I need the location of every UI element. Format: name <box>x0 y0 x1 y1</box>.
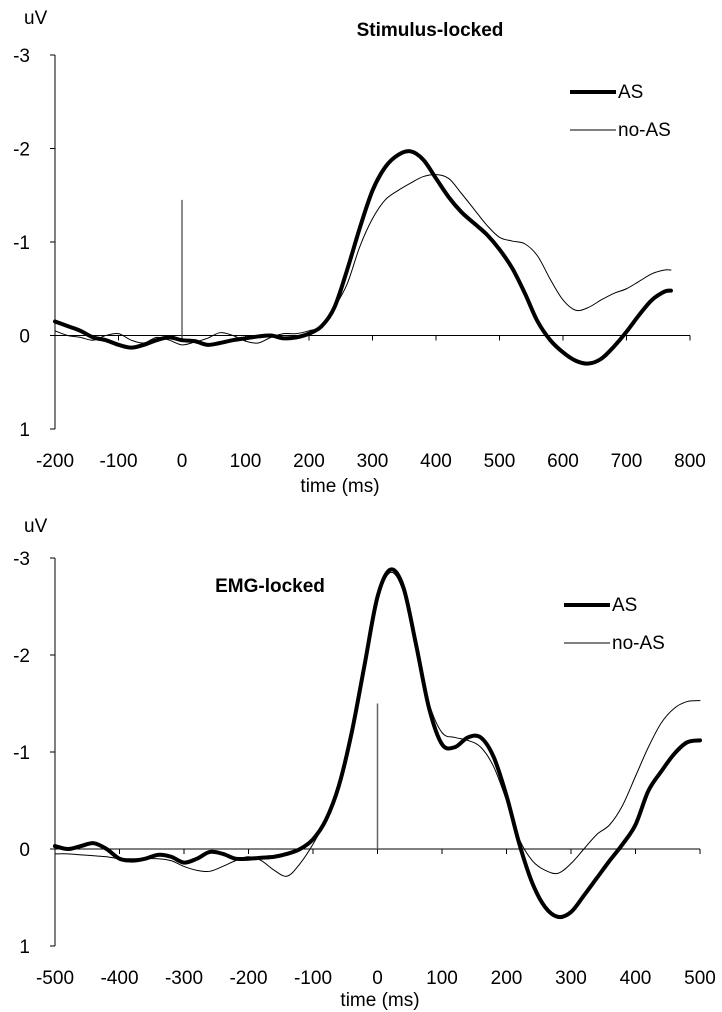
x-tick-label: 0 <box>177 451 188 472</box>
emg-locked-panel: uV EMG-locked AS no-AS time (ms) -3-2-10… <box>13 516 716 1011</box>
y-tick-label: -3 <box>13 46 30 67</box>
x-tick-label: 100 <box>230 451 262 472</box>
legend-label-as: AS <box>618 82 643 103</box>
x-tick-label: -500 <box>36 968 74 989</box>
y-tick-label: -1 <box>13 233 30 254</box>
series-line-no-as <box>54 571 701 877</box>
y-unit-label: uV <box>24 516 48 537</box>
x-tick-label: -300 <box>165 968 203 989</box>
series-line-as <box>53 149 673 366</box>
y-tick-label: -3 <box>13 549 30 570</box>
x-axis-title: time (ms) <box>300 476 379 497</box>
chart-title: EMG-locked <box>215 576 325 597</box>
stimulus-locked-panel: uV Stimulus-locked AS no-AS time (ms) -3… <box>13 8 706 497</box>
y-unit-label: uV <box>24 8 48 29</box>
y-tick-label: -2 <box>13 646 30 667</box>
x-tick-label: 400 <box>620 968 652 989</box>
y-tick-label: -2 <box>13 140 30 161</box>
x-tick-label: 300 <box>555 968 587 989</box>
x-tick-label: 400 <box>420 451 452 472</box>
x-tick-label: -100 <box>99 451 137 472</box>
x-tick-label: 0 <box>372 968 383 989</box>
legend-label-as: AS <box>612 595 637 616</box>
x-tick-label: 800 <box>674 451 706 472</box>
x-tick-label: 600 <box>547 451 579 472</box>
y-tick-label: 0 <box>19 840 30 861</box>
y-tick-label: 1 <box>19 420 30 441</box>
x-tick-label: 700 <box>611 451 643 472</box>
x-tick-label: -100 <box>294 968 332 989</box>
y-tick-label: -1 <box>13 743 30 764</box>
x-tick-label: 200 <box>491 968 523 989</box>
x-tick-label: 200 <box>293 451 325 472</box>
x-tick-label: -200 <box>229 968 267 989</box>
x-tick-label: -400 <box>100 968 138 989</box>
x-tick-label: 500 <box>684 968 716 989</box>
chart-title: Stimulus-locked <box>357 20 504 41</box>
series-line-no-as <box>54 174 672 346</box>
x-tick-label: 300 <box>357 451 389 472</box>
legend-label-no-as: no-AS <box>618 120 671 141</box>
y-tick-label: 1 <box>19 937 30 958</box>
x-axis-title: time (ms) <box>340 990 419 1011</box>
x-tick-label: 500 <box>484 451 516 472</box>
x-tick-label: -200 <box>36 451 74 472</box>
x-tick-label: 100 <box>426 968 458 989</box>
legend-label-no-as: no-AS <box>612 633 665 654</box>
y-tick-label: 0 <box>19 327 30 348</box>
series-line-as <box>53 567 702 920</box>
